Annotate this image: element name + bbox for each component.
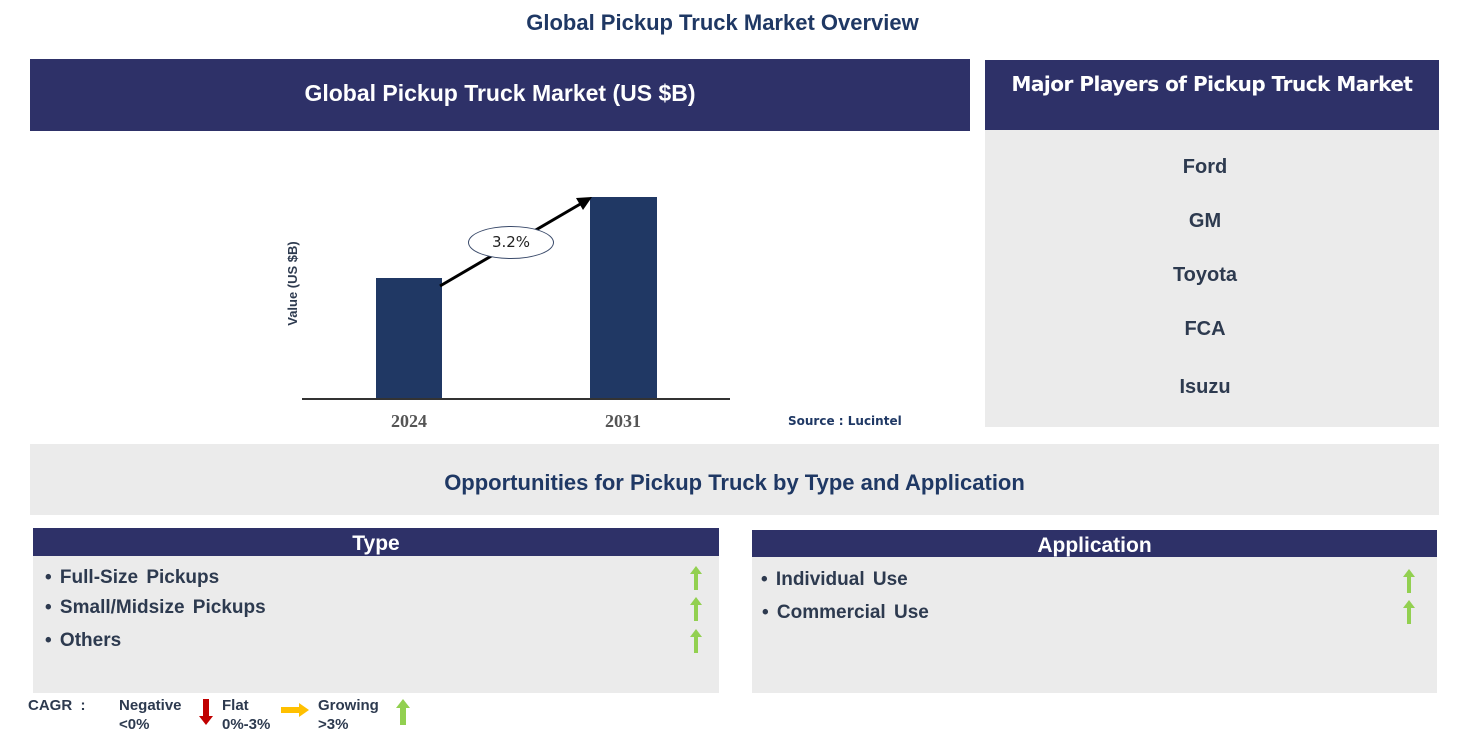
legend-negative-range: <0% xyxy=(119,716,150,733)
legend-growing-range: >3% xyxy=(318,716,349,733)
growing-arrow-icon xyxy=(690,597,702,621)
players-panel: Major Players of Pickup Truck Market For… xyxy=(985,60,1439,427)
type-item-full-size: • Full-Size Pickups xyxy=(45,567,220,588)
player-ford: Ford xyxy=(1182,156,1228,178)
growing-arrow-icon xyxy=(690,629,702,653)
application-item-individual: • Individual Use xyxy=(761,569,908,590)
player-fca: FCA xyxy=(1184,318,1226,340)
x-tick-2031: 2031 xyxy=(605,411,641,431)
bar-2024 xyxy=(376,278,442,398)
opportunities-banner: Opportunities for Pickup Truck by Type a… xyxy=(30,444,1439,515)
x-axis-line xyxy=(302,398,730,400)
growing-arrow-icon xyxy=(1403,600,1415,624)
type-item-small-midsize: • Small/Midsize Pickups xyxy=(45,597,266,618)
x-tick-2024: 2024 xyxy=(391,411,427,431)
legend-growing: Growing >3% xyxy=(318,696,379,734)
chart-header: Global Pickup Truck Market (US $B) xyxy=(30,59,970,131)
type-item-others: • Others xyxy=(45,630,122,651)
legend-flat: Flat 0%-3% xyxy=(222,696,270,734)
legend-growing-name: Growing xyxy=(318,697,379,714)
legend-negative: Negative <0% xyxy=(119,696,182,734)
application-header: Application xyxy=(752,530,1437,557)
player-isuzu: Isuzu xyxy=(1179,376,1231,398)
source-label: Source : Lucintel xyxy=(788,414,902,428)
cagr-badge: 3.2% xyxy=(468,226,554,259)
bar-2031 xyxy=(590,197,657,398)
player-toyota: Toyota xyxy=(1172,264,1238,286)
growing-arrow-icon xyxy=(396,699,410,725)
legend-flat-name: Flat xyxy=(222,697,249,714)
page-title: Global Pickup Truck Market Overview xyxy=(526,10,919,35)
type-header: Type xyxy=(33,528,719,556)
legend-flat-range: 0%-3% xyxy=(222,716,271,733)
growing-arrow-icon xyxy=(1403,569,1415,593)
cagr-legend-label: CAGR : xyxy=(28,697,86,714)
application-item-commercial: • Commercial Use xyxy=(762,602,929,623)
flat-arrow-icon xyxy=(281,703,309,717)
application-panel: Application • Individual Use • Commercia… xyxy=(752,530,1437,693)
y-axis-label: Value (US $B) xyxy=(285,241,300,326)
growing-arrow-icon xyxy=(690,566,702,590)
negative-arrow-icon xyxy=(199,699,213,725)
legend-negative-name: Negative xyxy=(119,697,182,714)
players-header: Major Players of Pickup Truck Market xyxy=(985,60,1439,130)
type-panel: Type • Full-Size Pickups • Small/Midsize… xyxy=(33,528,719,693)
player-gm: GM xyxy=(1188,210,1222,232)
